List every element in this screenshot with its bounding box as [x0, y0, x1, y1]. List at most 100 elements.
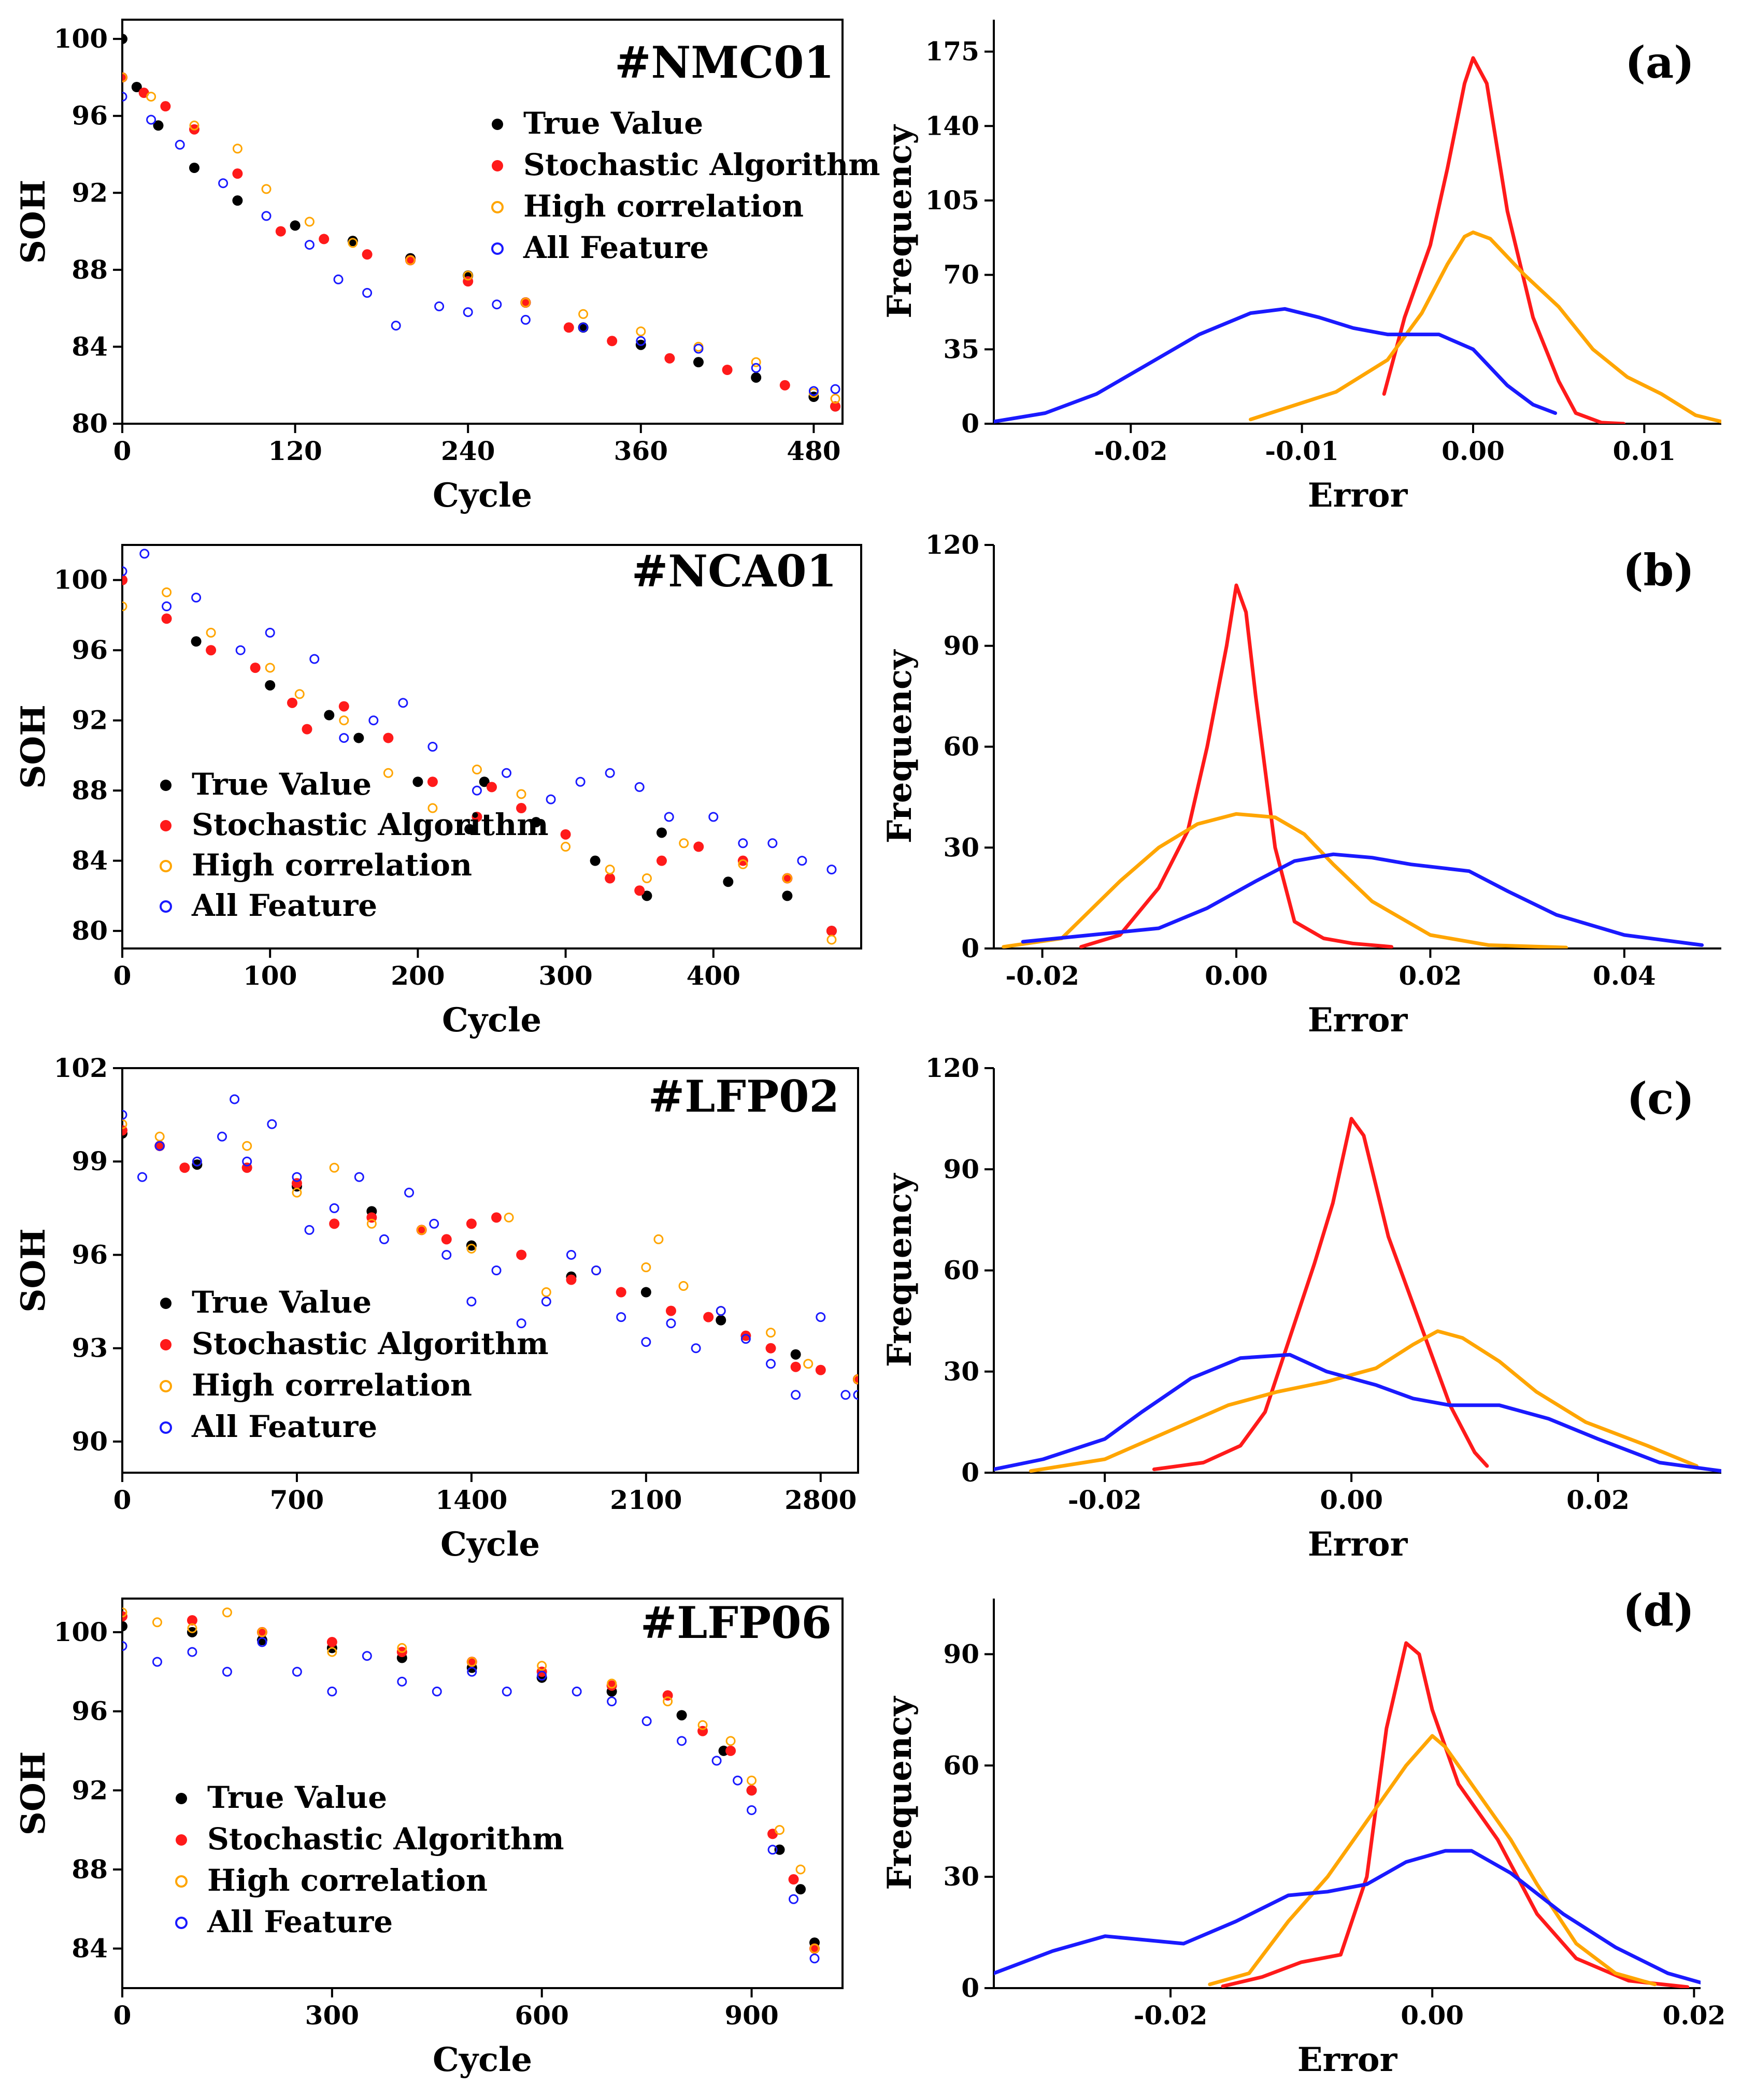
y-tick-label: 70 [943, 260, 979, 290]
y-tick-label: 80 [72, 408, 108, 439]
series-high-correlation [122, 1607, 820, 1954]
x-tick-label: 0.00 [1442, 436, 1505, 466]
series-high-correlation-point [463, 270, 473, 281]
series-stochastic-algorithm-point [815, 1364, 826, 1375]
series-stochastic-algorithm-point [560, 829, 571, 840]
x-tick-label: 300 [305, 2000, 359, 2031]
series-true-value-point [122, 34, 127, 45]
series-all-feature-point [261, 211, 272, 221]
series-all-feature [122, 1637, 820, 1964]
series-true-value-point [641, 890, 652, 901]
legend-marker-stochastic-algorithm [160, 820, 172, 831]
series-all-feature-point [575, 776, 586, 787]
x-tick-label: 0.04 [1593, 960, 1656, 991]
series-stochastic-algorithm-point [275, 226, 286, 237]
y-tick-label: 92 [72, 177, 108, 208]
series-stochastic-algorithm-point [790, 1361, 801, 1372]
y-tick-label: 100 [54, 23, 108, 54]
legend-marker-stochastic-algorithm [160, 1339, 172, 1350]
plot-frame [121, 1067, 859, 1474]
plot-series [1002, 583, 1704, 948]
series-high-correlation-point [738, 859, 748, 869]
x-tick-label: -0.01 [1265, 436, 1339, 466]
panel-nca01-soh: 0 100 200 300 400 80 84 88 92 96 100 Cycle SOH #NCA01… [14, 544, 862, 1040]
legend-marker-all-feature [160, 900, 172, 913]
legend: True Value Stochastic Algorithm High corre… [491, 106, 880, 265]
x-tick-label: 300 [538, 960, 592, 991]
series-all-feature-point [472, 785, 482, 796]
series-true-value-point [131, 82, 142, 92]
x-tick-label: 0.00 [1205, 960, 1268, 991]
legend: True Value Stochastic Algorithm High corre… [160, 1285, 549, 1444]
series-high-correlation-point [122, 1119, 127, 1129]
series-true-value-point [189, 163, 199, 173]
series-high-correlation-point [795, 1864, 806, 1875]
series-all-feature-point [693, 343, 704, 354]
series-stochastic-algorithm-point [693, 841, 704, 852]
series-all-feature-point [292, 1666, 302, 1677]
series-all-feature-point [257, 1637, 267, 1647]
series-true-value-point [716, 1315, 726, 1326]
series-high-correlation-point [766, 1328, 776, 1338]
legend-marker-high-correlation [160, 1380, 172, 1392]
series-all-feature-point [767, 1845, 778, 1855]
series-stochastic-algorithm-point [472, 811, 482, 822]
legend-marker-true-value [176, 1793, 187, 1804]
series-all-feature-point [441, 1249, 452, 1260]
y-tick-label: 88 [72, 254, 108, 285]
series-all-feature-point [429, 1218, 439, 1229]
y-axis-label: Frequency [880, 649, 919, 843]
series-all-feature-point [137, 1172, 148, 1182]
series-stochastic-algorithm-point [725, 1745, 736, 1756]
series-true-value-point [192, 1159, 203, 1170]
series-high-correlation-point [232, 143, 242, 154]
series-high-correlation-point [339, 715, 349, 726]
x-tick-label: -0.02 [1068, 1485, 1142, 1515]
y-tick-label: 96 [72, 1696, 108, 1727]
series-all-feature-point [235, 645, 246, 655]
series-stochastic-algorithm-point [427, 776, 438, 787]
panel-lfp02-soh: 0 700 1400 2100 2800 90 93 96 99 102 Cycle SOH #LFP0… [14, 1053, 859, 1564]
series-high-correlation-point [427, 803, 438, 813]
x-axis-label: Error [1308, 1001, 1408, 1040]
series-all-feature-point [826, 865, 837, 875]
series-all-feature [122, 92, 840, 396]
series-all-feature-point [840, 1390, 851, 1400]
x-axis-label: Error [1308, 476, 1408, 515]
y-tick-label: 96 [72, 1239, 108, 1270]
panel-nca01-error: -0.02 0.00 0.02 0.04 0 30 60 90 120 Error Frequenc… [880, 529, 1721, 1040]
series-high-correlation-point [466, 1243, 477, 1254]
series-all-feature-point [463, 307, 473, 318]
series-high-correlation-point [383, 768, 393, 778]
series-all-feature-point [139, 549, 150, 559]
series-high-correlation-point [397, 1643, 407, 1653]
y-tick-label: 30 [943, 1356, 979, 1387]
y-tick-label: 88 [72, 775, 108, 806]
series-high-correlation-point [152, 1617, 162, 1628]
y-tick-label: 93 [72, 1333, 108, 1363]
series-high-correlation-point [561, 842, 571, 852]
series-all-feature-point [329, 1203, 339, 1213]
x-tick-label: 400 [687, 960, 740, 991]
series-stochastic-algorithm-point [746, 1785, 757, 1796]
series-all-feature-point [591, 1265, 602, 1275]
y-tick-label: 30 [943, 1861, 979, 1892]
panel-title: #LFP06 [640, 1597, 832, 1648]
series-true-value-point [590, 855, 601, 866]
series-all-feature-point [677, 1736, 687, 1746]
series-high-correlation-point [122, 601, 127, 612]
series-high-correlation-point [294, 689, 305, 699]
series-stochastic-algorithm-point [206, 645, 217, 656]
y-tick-label: 0 [961, 933, 979, 963]
y-tick-label: 88 [72, 1854, 108, 1885]
y-tick-label: 90 [72, 1426, 108, 1457]
series-all-feature-point [466, 1297, 477, 1307]
series-all-feature-curve [994, 1353, 1721, 1473]
series-stochastic-algorithm-point [605, 873, 616, 884]
y-axis-label: SOH [14, 704, 53, 788]
series-stochastic-algorithm-point [326, 1636, 337, 1647]
series-all-feature-point [541, 1297, 551, 1307]
x-tick-label: 2800 [784, 1485, 857, 1515]
series-high-correlation-point [653, 1234, 664, 1244]
